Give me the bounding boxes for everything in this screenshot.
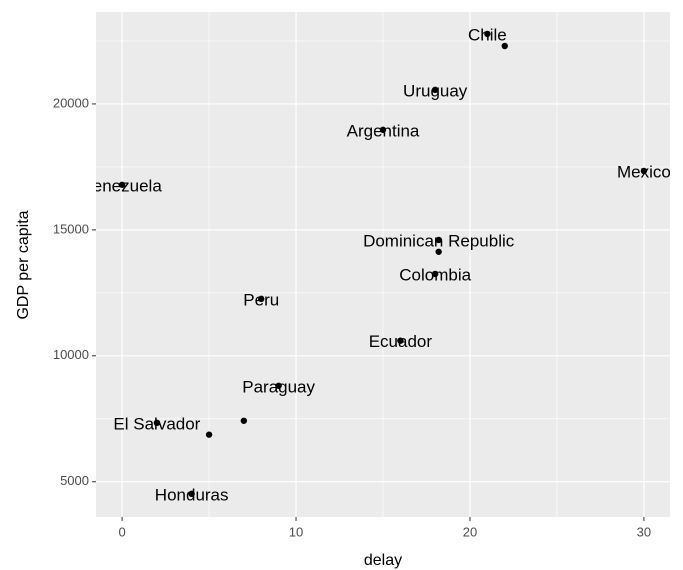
point-label: Peru	[243, 290, 279, 309]
point-label: Ecuador	[369, 332, 433, 351]
y-axis-title: GDP per capita	[15, 210, 32, 319]
point	[431, 270, 439, 278]
point-label: Colombia	[399, 265, 471, 284]
point-label: Venezuela	[82, 176, 162, 195]
point	[153, 419, 161, 427]
y-tick-label: 20000	[53, 95, 89, 110]
grid	[96, 12, 670, 517]
y-tick-label: 10000	[53, 347, 89, 362]
point	[397, 337, 404, 344]
marks: Chile Uruguay Argentina Mexico Venezuela Domi…	[82, 25, 671, 504]
point-label: Paraguay	[242, 377, 315, 396]
point-label: Chile	[468, 25, 507, 44]
point-label: Mexico	[617, 162, 671, 181]
point	[379, 126, 387, 134]
point	[640, 167, 648, 175]
point	[431, 86, 439, 94]
point	[501, 42, 508, 50]
point	[240, 417, 248, 424]
point	[484, 30, 491, 38]
point	[258, 295, 265, 303]
point-label: El Salvador	[113, 414, 200, 433]
x-tick-label: 20	[463, 524, 477, 539]
point	[275, 382, 282, 389]
x-tick-label: 10	[289, 524, 303, 539]
x-axis-title: delay	[364, 552, 402, 569]
point-label: Dominican Republic	[363, 231, 515, 250]
point	[435, 236, 442, 244]
point	[188, 490, 195, 498]
y-tick-label: 5000	[60, 473, 89, 488]
point-label: Honduras	[155, 485, 229, 504]
point-label: Uruguay	[403, 81, 468, 100]
point	[435, 248, 442, 255]
x-tick-label: 0	[118, 524, 125, 539]
point	[205, 431, 213, 438]
y-tick-label: 15000	[53, 221, 89, 236]
x-tick-label: 30	[637, 524, 651, 539]
point-label: Argentina	[347, 121, 420, 140]
point	[118, 181, 126, 188]
